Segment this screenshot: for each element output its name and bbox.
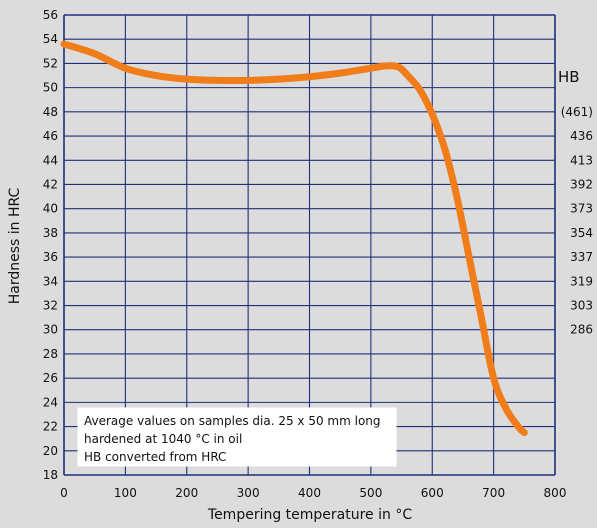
hb-tick-label: 436 bbox=[570, 129, 593, 143]
hb-tick-label: 337 bbox=[570, 250, 593, 264]
y-tick-label: 54 bbox=[43, 32, 58, 46]
grid-lines bbox=[63, 14, 556, 476]
hb-tick-label: 373 bbox=[570, 202, 593, 216]
y-tick-label: 18 bbox=[43, 468, 58, 482]
x-tick-label: 0 bbox=[60, 486, 68, 500]
hb-tick-label: 286 bbox=[570, 323, 593, 337]
y-tick-label: 20 bbox=[43, 444, 58, 458]
annotation-line-3: HB converted from HRC bbox=[84, 450, 226, 464]
y-tick-labels: 18 20 22 24 26 28 30 32 34 36 38 40 42 44 46 48 50 52 54 56 bbox=[43, 8, 58, 482]
y-tick-label: 44 bbox=[43, 153, 58, 167]
hb-tick-label: 303 bbox=[570, 299, 593, 313]
x-tick-label: 300 bbox=[237, 486, 260, 500]
hb-tick-label: 392 bbox=[570, 177, 593, 191]
hb-tick-label: 413 bbox=[570, 153, 593, 167]
x-tick-label: 700 bbox=[482, 486, 505, 500]
x-tick-label: 600 bbox=[421, 486, 444, 500]
annotation-box: Average values on samples dia. 25 x 50 m… bbox=[77, 407, 397, 467]
hb-tick-label: 354 bbox=[570, 226, 593, 240]
x-axis-title: Tempering temperature in °C bbox=[207, 507, 412, 523]
x-tick-label: 500 bbox=[359, 486, 382, 500]
x-tick-label: 800 bbox=[544, 486, 567, 500]
y-tick-label: 32 bbox=[43, 299, 58, 313]
y-axis-title: Hardness in HRC bbox=[7, 187, 23, 304]
hb-tick-label: (461) bbox=[561, 105, 593, 119]
x-tick-label: 200 bbox=[175, 486, 198, 500]
annotation-line-1: Average values on samples dia. 25 x 50 m… bbox=[84, 414, 381, 428]
y-tick-label: 34 bbox=[43, 274, 58, 288]
y-tick-label: 28 bbox=[43, 347, 58, 361]
y-tick-label: 22 bbox=[43, 420, 58, 434]
hb-axis-title: HB bbox=[558, 68, 580, 86]
y-tick-label: 36 bbox=[43, 250, 58, 264]
hb-tick-labels: (461) 436 413 392 373 354 337 319 303 286 bbox=[561, 105, 593, 337]
y-tick-label: 40 bbox=[43, 202, 58, 216]
y-tick-label: 42 bbox=[43, 177, 58, 191]
y-tick-label: 38 bbox=[43, 226, 58, 240]
y-tick-label: 26 bbox=[43, 371, 58, 385]
y-tick-label: 24 bbox=[43, 395, 58, 409]
hb-tick-label: 319 bbox=[570, 274, 593, 288]
x-tick-labels: 0 100 200 300 400 500 600 700 800 bbox=[60, 486, 566, 500]
y-tick-label: 30 bbox=[43, 323, 58, 337]
annotation-line-2: hardened at 1040 °C in oil bbox=[84, 432, 242, 446]
y-tick-label: 50 bbox=[43, 81, 58, 95]
y-tick-label: 48 bbox=[43, 105, 58, 119]
y-tick-label: 56 bbox=[43, 8, 58, 22]
y-tick-label: 52 bbox=[43, 56, 58, 70]
hardness-curve bbox=[60, 40, 528, 437]
y-tick-label: 46 bbox=[43, 129, 58, 143]
x-tick-label: 100 bbox=[114, 486, 137, 500]
x-tick-label: 400 bbox=[298, 486, 321, 500]
